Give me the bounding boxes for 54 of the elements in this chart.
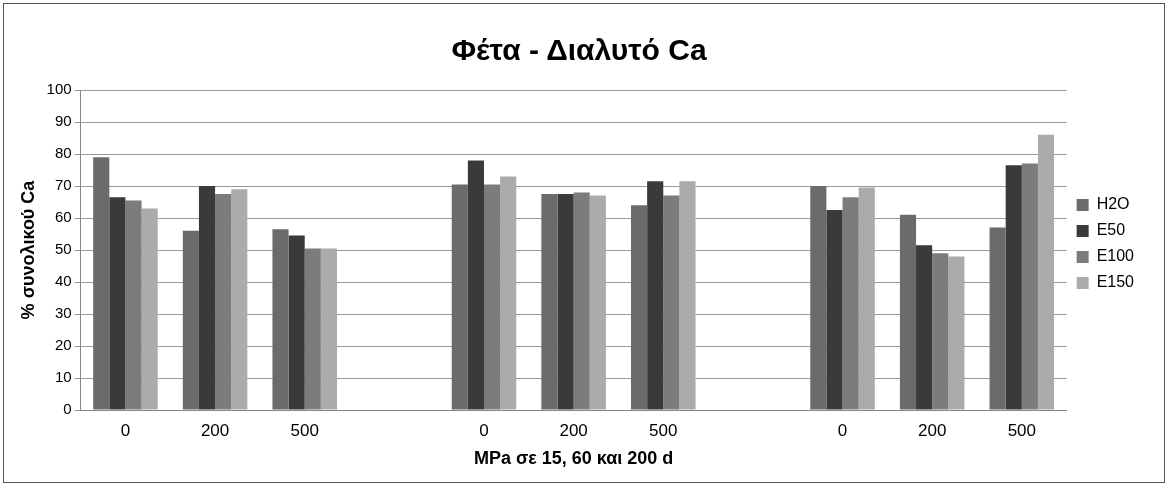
bar	[1005, 165, 1022, 410]
bar	[500, 176, 517, 410]
x-tick-label: 500	[290, 420, 319, 440]
y-tick-label: 70	[54, 176, 72, 194]
y-tick-label: 0	[63, 400, 72, 418]
legend-label: H2O	[1096, 195, 1130, 213]
y-tick-label: 60	[54, 208, 72, 226]
bar	[826, 210, 843, 410]
x-tick-label: 200	[559, 420, 588, 440]
bar	[679, 181, 696, 410]
bar	[109, 197, 126, 410]
bar	[451, 184, 468, 410]
bar	[272, 229, 289, 410]
legend-label: E150	[1096, 273, 1135, 291]
y-axis-title: % συνολικού Ca	[17, 179, 38, 320]
bar	[899, 214, 917, 410]
bar	[647, 181, 664, 410]
bar	[557, 194, 574, 410]
x-tick-label: 200	[200, 420, 230, 440]
bar	[182, 230, 199, 410]
bar	[320, 248, 337, 410]
chart-title: Φέτα - Διαλυτό Ca	[451, 33, 707, 67]
y-tick-label: 40	[54, 272, 72, 290]
bar	[93, 157, 110, 410]
y-tick-label: 80	[54, 144, 72, 162]
y-tick-label: 90	[54, 112, 72, 130]
x-tick-label: 200	[917, 420, 947, 440]
x-tick-label: 500	[649, 420, 678, 440]
y-tick-label: 100	[46, 80, 72, 98]
bar	[916, 245, 933, 410]
x-tick-label: 0	[479, 420, 489, 440]
bar	[198, 186, 216, 410]
x-axis-title: MPa σε 15, 60 και 200 d	[473, 448, 674, 469]
bar	[631, 205, 648, 410]
y-tick-label: 30	[54, 304, 72, 322]
bar	[989, 227, 1006, 410]
legend-label: E100	[1096, 247, 1135, 265]
legend-label: E50	[1096, 221, 1126, 239]
bar	[589, 195, 606, 410]
x-tick-label: 500	[1007, 420, 1036, 440]
bar	[858, 187, 875, 410]
bar	[810, 186, 827, 410]
bar	[467, 160, 484, 410]
bar	[948, 256, 965, 410]
bar	[541, 194, 558, 410]
y-tick-label: 50	[54, 240, 72, 258]
bar	[1037, 134, 1055, 410]
y-tick-label: 20	[54, 336, 72, 354]
bar	[288, 235, 305, 410]
x-tick-label: 0	[837, 420, 848, 440]
bar	[141, 208, 158, 410]
x-tick-label: 0	[120, 420, 131, 440]
bar	[231, 189, 248, 410]
y-tick-label: 10	[54, 368, 72, 386]
